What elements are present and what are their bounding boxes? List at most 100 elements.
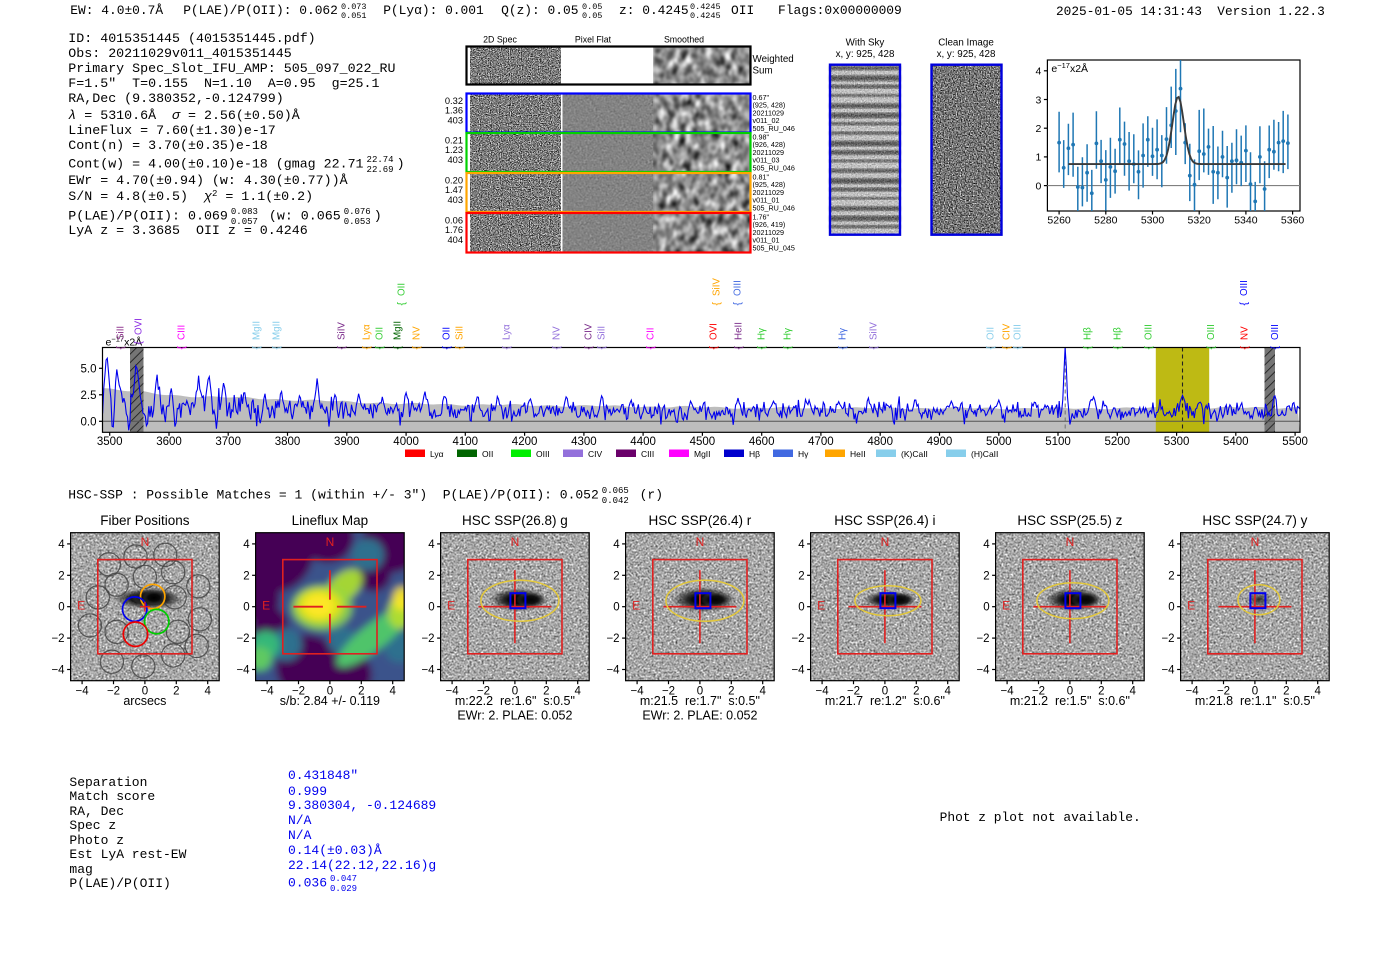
svg-text:2.5: 2.5: [81, 390, 97, 402]
svg-text:HSC SSP(26.8) g: HSC SSP(26.8) g: [462, 513, 568, 528]
svg-text:OIII: OIII: [1270, 324, 1281, 340]
svg-text:−4: −4: [1161, 665, 1175, 677]
svg-text:EWr: 2. PLAE: 0.052: EWr: 2. PLAE: 0.052: [642, 709, 757, 723]
svg-text:E: E: [262, 599, 270, 613]
svg-text:E: E: [1187, 599, 1195, 613]
svg-text:2D Spec: 2D Spec: [483, 35, 517, 45]
svg-text:HeII: HeII: [734, 322, 745, 340]
svg-text:5260: 5260: [1047, 215, 1071, 227]
svg-text:2: 2: [543, 686, 549, 698]
svg-text:−2: −2: [1217, 686, 1230, 698]
svg-text:OII: OII: [397, 283, 408, 296]
svg-text:{: {: [781, 346, 793, 350]
svg-text:1.76: 1.76: [445, 225, 463, 235]
svg-text:MgII: MgII: [272, 321, 283, 340]
svg-text:0.06: 0.06: [445, 215, 463, 225]
svg-text:Hγ: Hγ: [838, 328, 849, 340]
svg-text:2: 2: [58, 570, 64, 582]
svg-text:{: {: [595, 346, 607, 350]
svg-text:{: {: [1205, 346, 1217, 350]
svg-text:403: 403: [447, 115, 463, 125]
svg-text:2: 2: [1036, 123, 1042, 135]
svg-text:OII: OII: [375, 327, 386, 340]
svg-text:3500: 3500: [97, 436, 123, 448]
svg-text:Hβ: Hβ: [1083, 327, 1094, 340]
svg-text:m:21.8 re:1.1" s:0.5": m:21.8 re:1.1" s:0.5": [1195, 694, 1315, 708]
svg-text:{: {: [360, 346, 372, 350]
svg-text:CIII: CIII: [641, 449, 654, 459]
svg-text:3900: 3900: [334, 436, 360, 448]
svg-text:5400: 5400: [1223, 436, 1249, 448]
svg-text:0: 0: [1168, 602, 1174, 614]
svg-text:0: 0: [882, 686, 888, 698]
svg-text:−4: −4: [976, 665, 990, 677]
svg-text:2: 2: [913, 686, 919, 698]
svg-text:5300: 5300: [1141, 215, 1165, 227]
svg-text:4600: 4600: [749, 436, 775, 448]
svg-text:−4: −4: [1001, 686, 1015, 698]
svg-text:−2: −2: [107, 686, 120, 698]
svg-text:0: 0: [142, 686, 148, 698]
svg-text:5500: 5500: [1282, 436, 1308, 448]
svg-text:20211029: 20211029: [753, 108, 784, 117]
svg-text:−2: −2: [1161, 633, 1174, 645]
svg-text:NV: NV: [552, 326, 563, 340]
svg-text:{: {: [132, 341, 144, 345]
svg-text:{: {: [453, 346, 465, 350]
svg-text:−4: −4: [236, 665, 250, 677]
svg-text:3600: 3600: [156, 436, 182, 448]
svg-text:CII: CII: [646, 327, 657, 340]
svg-text:Hγ: Hγ: [757, 328, 768, 340]
svg-text:m:21.2 re:1.5" s:0.6": m:21.2 re:1.5" s:0.6": [1010, 694, 1130, 708]
svg-text:4: 4: [428, 539, 435, 551]
svg-text:0: 0: [983, 602, 989, 614]
svg-text:{: {: [270, 346, 282, 350]
svg-text:−4: −4: [261, 686, 275, 698]
svg-text:−4: −4: [791, 665, 805, 677]
svg-text:−2: −2: [51, 633, 64, 645]
svg-text:2: 2: [243, 570, 249, 582]
svg-text:4: 4: [759, 686, 766, 698]
svg-text:v011_02: v011_02: [753, 116, 780, 125]
svg-text:N: N: [1066, 535, 1075, 549]
svg-text:4400: 4400: [630, 436, 656, 448]
svg-text:0: 0: [243, 602, 249, 614]
svg-text:{: {: [1142, 346, 1154, 350]
svg-text:SiIV: SiIV: [337, 322, 348, 340]
svg-text:5300: 5300: [1164, 436, 1190, 448]
svg-text:OVI: OVI: [134, 318, 145, 335]
svg-text:−2: −2: [606, 633, 619, 645]
svg-text:SiII: SiII: [116, 326, 127, 340]
svg-text:0: 0: [798, 602, 804, 614]
svg-text:HSC SSP(25.5) z: HSC SSP(25.5) z: [1017, 513, 1122, 528]
svg-text:N: N: [326, 535, 335, 549]
svg-text:4: 4: [58, 539, 65, 551]
svg-text:404: 404: [447, 235, 463, 245]
svg-text:{: {: [250, 346, 262, 350]
svg-text:−2: −2: [236, 633, 249, 645]
svg-text:SiII: SiII: [597, 326, 608, 340]
svg-text:4800: 4800: [867, 436, 893, 448]
svg-text:403: 403: [447, 155, 463, 165]
svg-text:4: 4: [1129, 686, 1136, 698]
svg-text:Weighted: Weighted: [753, 54, 794, 65]
svg-text:Hγ: Hγ: [798, 449, 809, 459]
svg-text:OII: OII: [986, 327, 997, 340]
svg-text:{: {: [395, 302, 407, 306]
svg-text:{: {: [440, 346, 452, 350]
svg-text:OII: OII: [442, 327, 453, 340]
svg-text:5360: 5360: [1281, 215, 1305, 227]
svg-text:−2: −2: [421, 633, 434, 645]
svg-text:Clean Image: Clean Image: [938, 38, 994, 49]
svg-text:CIII: CIII: [177, 325, 188, 340]
svg-text:4: 4: [798, 539, 805, 551]
svg-text:1.76": 1.76": [753, 212, 770, 221]
svg-text:4: 4: [574, 686, 581, 698]
svg-text:HSC SSP(24.7) y: HSC SSP(24.7) y: [1202, 513, 1307, 528]
svg-text:0: 0: [697, 686, 703, 698]
svg-text:MgII: MgII: [252, 321, 263, 340]
svg-text:4: 4: [613, 539, 620, 551]
svg-text:SiIV: SiIV: [712, 278, 723, 296]
svg-text:4900: 4900: [927, 436, 953, 448]
svg-text:E: E: [77, 599, 85, 613]
